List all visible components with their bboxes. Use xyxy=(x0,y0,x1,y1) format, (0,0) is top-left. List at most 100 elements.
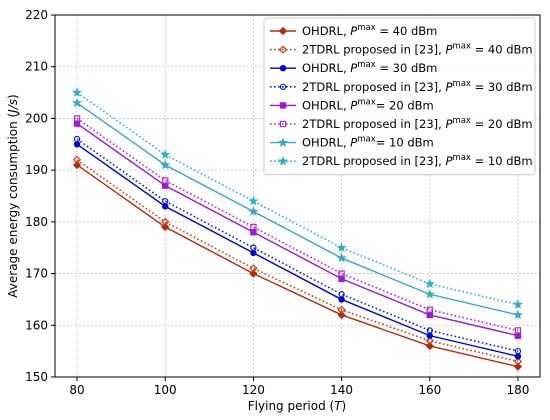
series-1 xyxy=(72,160,523,371)
series-line xyxy=(76,117,519,332)
legend-entry: 2TDRL proposed in [23], Pmax = 40 dBm xyxy=(270,42,533,57)
y-tick-label: 160 xyxy=(25,318,48,332)
legend-label: OHDRL, Pmax = 30 dBm xyxy=(302,60,437,75)
data-point xyxy=(162,177,169,184)
legend-label: OHDRL, Pmax= 10 dBm xyxy=(302,135,434,150)
legend-marker xyxy=(277,137,289,147)
data-point xyxy=(72,160,82,170)
legend-marker xyxy=(279,64,287,72)
data-point xyxy=(73,120,81,127)
data-point xyxy=(250,229,257,236)
legend-entry: 2TDRL proposed in [23], Pmax = 20 dBm xyxy=(270,116,533,131)
data-point xyxy=(514,353,522,360)
series-layer xyxy=(71,87,524,371)
data-point xyxy=(161,217,170,227)
legend-entry: OHDRL, Pmax = 40 dBm xyxy=(270,23,437,38)
y-tick-label: 210 xyxy=(25,60,48,74)
series-line xyxy=(76,159,519,363)
y-axis-label: Average energy consumption (J/s) xyxy=(6,94,20,297)
x-tick-label: 180 xyxy=(507,383,530,397)
legend-entry: OHDRL, Pmax= 10 dBm xyxy=(270,135,434,150)
tick-layer: 80 100 120 140 160 180 150 160 170 180 190 200 210 22… xyxy=(25,8,529,397)
series-6 xyxy=(73,115,522,334)
y-tick-label: 180 xyxy=(25,215,48,229)
legend-label: OHDRL, Pmax = 40 dBm xyxy=(302,23,437,38)
legend-entry: OHDRL, Pmax = 30 dBm xyxy=(270,60,437,75)
y-tick-label: 200 xyxy=(25,111,48,125)
data-point xyxy=(250,223,257,231)
data-point xyxy=(424,278,435,289)
plot-frame xyxy=(54,14,541,378)
legend: OHDRL, Pmax = 40 dBm 2TDRL proposed in [2… xyxy=(263,17,536,176)
data-point xyxy=(425,336,434,345)
data-point xyxy=(513,357,523,366)
data-point xyxy=(338,296,345,303)
data-point xyxy=(250,249,257,257)
legend-marker xyxy=(277,155,289,166)
legend-label: 2TDRL proposed in [23], Pmax = 40 dBm xyxy=(302,42,533,57)
data-point xyxy=(424,288,435,299)
data-point xyxy=(249,264,258,273)
data-point xyxy=(248,206,259,216)
data-point xyxy=(71,97,83,108)
data-point xyxy=(426,332,433,339)
data-point xyxy=(162,203,169,210)
data-point xyxy=(73,141,81,148)
data-point xyxy=(162,182,169,189)
legend-entry: 2TDRL proposed in [23], Pmax = 30 dBm xyxy=(270,79,533,94)
series-3 xyxy=(73,141,522,360)
data-point xyxy=(338,275,345,282)
data-point xyxy=(250,244,257,251)
series-line xyxy=(76,143,519,357)
data-point xyxy=(72,155,82,164)
data-point xyxy=(426,327,433,334)
series-4 xyxy=(73,135,522,355)
data-point xyxy=(336,242,347,253)
data-point xyxy=(514,327,522,334)
y-tick-label: 170 xyxy=(25,267,48,281)
data-point xyxy=(336,252,347,263)
series-line xyxy=(76,164,519,368)
legend-marker xyxy=(278,45,288,54)
data-point xyxy=(338,291,345,298)
x-tick-label: 140 xyxy=(330,383,353,397)
series-2 xyxy=(72,155,523,366)
data-point xyxy=(426,311,433,319)
series-8 xyxy=(71,87,524,309)
x-tick-label: 120 xyxy=(242,383,265,397)
y-tick-label: 190 xyxy=(25,163,48,177)
series-line xyxy=(76,91,519,306)
data-point xyxy=(160,149,171,159)
data-point xyxy=(514,347,522,355)
y-tick-label: 220 xyxy=(25,8,48,22)
data-point xyxy=(73,135,81,143)
data-point xyxy=(338,270,345,277)
x-axis-label: Flying period (T) xyxy=(248,399,346,413)
data-point xyxy=(71,87,83,97)
data-point xyxy=(73,115,81,122)
data-point xyxy=(512,299,524,309)
legend-entry: 2TDRL proposed in [23], Pmax = 10 dBm xyxy=(270,153,533,168)
legend-marker xyxy=(279,120,287,128)
series-line xyxy=(76,123,519,337)
y-tick-label: 150 xyxy=(25,370,48,384)
legend-marker xyxy=(278,26,288,36)
legend-label: OHDRL, Pmax= 20 dBm xyxy=(302,97,434,112)
x-tick-label: 160 xyxy=(418,383,441,397)
legend-label: 2TDRL proposed in [23], Pmax = 20 dBm xyxy=(302,116,533,131)
data-point xyxy=(160,159,171,170)
legend-label: 2TDRL proposed in [23], Pmax = 10 dBm xyxy=(302,153,533,168)
data-point xyxy=(513,362,523,371)
legend-marker xyxy=(279,83,287,91)
data-point xyxy=(514,332,522,339)
data-point xyxy=(162,197,169,205)
legend-box xyxy=(263,17,536,176)
data-point xyxy=(161,222,170,232)
legend-label: 2TDRL proposed in [23], Pmax = 30 dBm xyxy=(302,79,533,94)
data-point xyxy=(337,310,346,320)
data-point xyxy=(249,269,258,278)
data-point xyxy=(512,309,524,320)
series-line xyxy=(76,138,519,352)
series-7 xyxy=(71,97,524,320)
